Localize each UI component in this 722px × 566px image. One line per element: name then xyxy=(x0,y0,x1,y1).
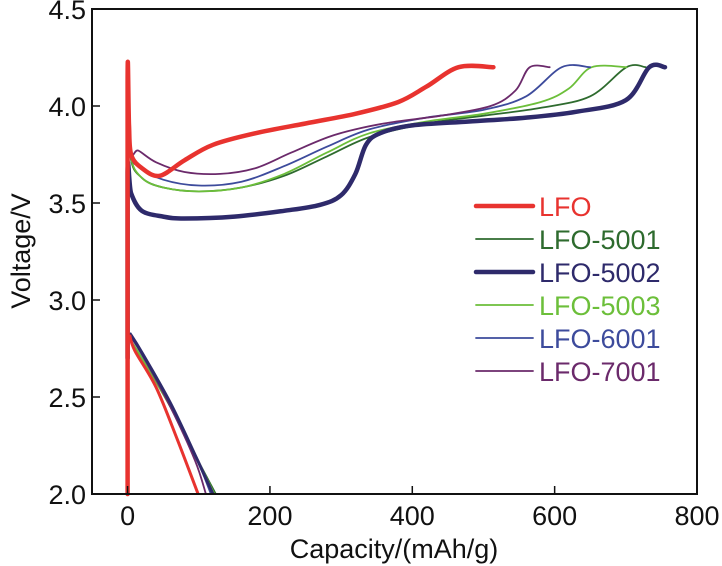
legend-label-lfo: LFO xyxy=(539,192,592,222)
x-tick-label: 400 xyxy=(390,501,435,531)
legend-label-lfo-5001: LFO-5001 xyxy=(539,225,661,255)
y-tick-label: 3.5 xyxy=(48,189,86,219)
series-lfo-7001-charge xyxy=(126,64,551,360)
series-lfo-6001-charge xyxy=(126,64,592,360)
x-tick-label: 200 xyxy=(247,501,292,531)
series-lfo-5002-charge xyxy=(125,62,668,361)
series-lfo-5002-discharge xyxy=(128,332,215,495)
series-lfo-charge xyxy=(125,59,496,497)
curves-layer xyxy=(125,59,668,497)
legend: LFOLFO-5001LFO-5002LFO-5003LFO-6001LFO-7… xyxy=(473,192,661,387)
x-axis-label: Capacity/(mAh/g) xyxy=(290,534,499,564)
y-axis: 2.0 2.5 3.0 3.5 4.0 4.5 xyxy=(48,0,100,510)
y-tick-label: 2.5 xyxy=(48,383,86,413)
legend-label-lfo-5002: LFO-5002 xyxy=(539,258,661,288)
series-lfo-discharge xyxy=(128,334,200,495)
y-tick-label: 4.0 xyxy=(48,92,86,122)
plot-frame xyxy=(91,8,698,495)
x-tick-label: 800 xyxy=(674,501,719,531)
series-lfo-5003-charge xyxy=(126,64,628,360)
x-tick-label: 600 xyxy=(532,501,577,531)
y-tick-label: 3.0 xyxy=(48,286,86,316)
legend-label-lfo-6001: LFO-6001 xyxy=(539,324,661,354)
y-axis-label: Voltage/V xyxy=(6,193,36,309)
x-tick-label: 0 xyxy=(120,501,135,531)
y-tick-label: 4.5 xyxy=(48,0,86,25)
legend-label-lfo-5003: LFO-5003 xyxy=(539,291,661,321)
x-axis: 0 200 400 600 800 xyxy=(120,486,720,531)
legend-label-lfo-7001: LFO-7001 xyxy=(539,357,661,387)
y-tick-label: 2.0 xyxy=(48,480,86,510)
